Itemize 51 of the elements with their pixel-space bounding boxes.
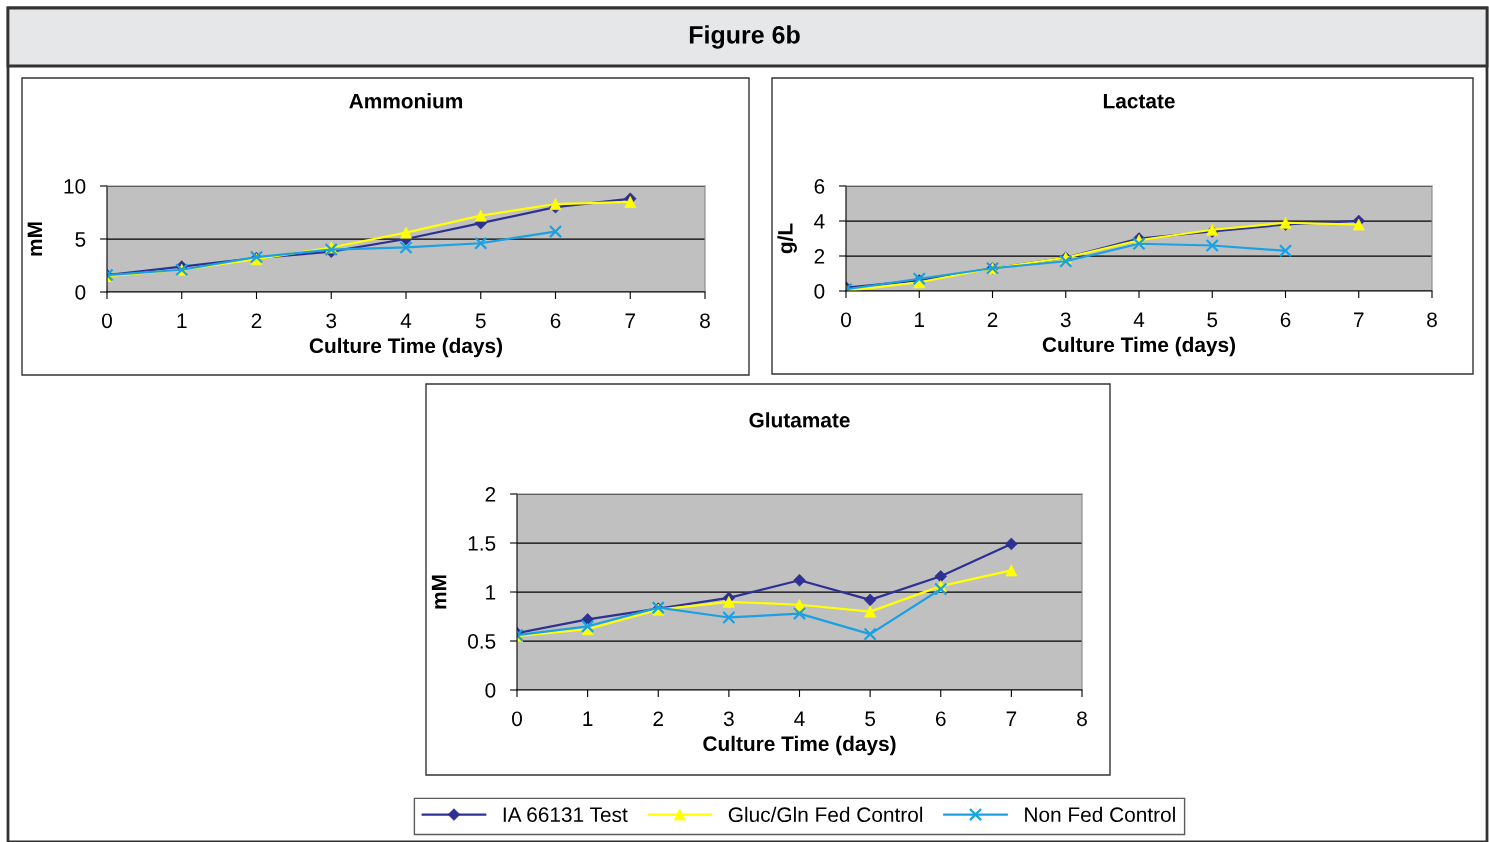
y-tick-label: 5: [75, 232, 86, 247]
x-tick-label: 4: [400, 313, 412, 328]
y-axis-title: g/L: [777, 223, 797, 254]
x-tick-label: 7: [1006, 711, 1017, 726]
x-tick-label: 0: [102, 313, 112, 329]
y-tick-label: 2: [814, 249, 825, 264]
y-tick-label: 6: [814, 179, 825, 194]
x-tick-label: 1: [177, 313, 187, 328]
y-tick-label: 1.5: [468, 536, 496, 551]
x-tick-label: 0: [512, 711, 522, 727]
x-tick-label: 8: [1077, 711, 1087, 727]
x-axis-title: Culture Time (days): [309, 337, 503, 358]
y-axis-title: mM: [27, 222, 43, 256]
x-tick-label: 3: [326, 313, 337, 329]
chart-title: Glutamate: [749, 412, 850, 428]
y-tick-label: 2: [485, 487, 496, 502]
x-tick-label: 4: [794, 711, 805, 726]
x-tick-label: 2: [251, 313, 262, 328]
x-tick-label: 5: [865, 711, 876, 727]
x-tick-label: 7: [1354, 312, 1364, 327]
x-tick-label: 2: [987, 312, 998, 327]
x-tick-label: 8: [1427, 312, 1437, 328]
x-tick-label: 0: [841, 312, 851, 328]
y-tick-label: 4: [814, 214, 825, 229]
y-tick-label: 0: [814, 284, 825, 299]
y-tick-label: 10: [64, 179, 86, 194]
x-tick-label: 6: [1280, 312, 1291, 328]
x-tick-label: 3: [1060, 312, 1071, 328]
x-tick-label: 4: [1133, 312, 1145, 327]
x-tick-label: 6: [550, 313, 561, 329]
x-axis-title: Culture Time (days): [1042, 336, 1236, 357]
y-axis-title: mM: [431, 575, 447, 609]
y-tick-label: 0: [75, 285, 86, 300]
legend-label: Gluc/Gln Fed Control: [728, 806, 923, 823]
x-tick-label: 1: [915, 312, 925, 327]
x-tick-label: 7: [625, 313, 635, 328]
y-tick-label: 0.5: [468, 634, 496, 649]
x-tick-label: 6: [936, 711, 946, 727]
x-axis-title: Culture Time (days): [703, 735, 896, 756]
legend-label: IA 66131 Test: [503, 807, 628, 823]
legend-label: Non Fed Control: [1025, 806, 1175, 823]
caption: Figure 6b: [689, 25, 800, 49]
x-tick-label: 2: [653, 711, 663, 726]
y-tick-label: 0: [485, 683, 496, 698]
x-tick-label: 5: [1207, 312, 1218, 328]
x-tick-label: 3: [723, 711, 734, 727]
x-tick-label: 8: [700, 313, 710, 329]
y-tick-label: 1: [486, 585, 496, 600]
x-tick-label: 1: [583, 711, 593, 726]
chart-title: Ammonium: [349, 93, 462, 109]
chart-title: Lactate: [1103, 93, 1175, 109]
